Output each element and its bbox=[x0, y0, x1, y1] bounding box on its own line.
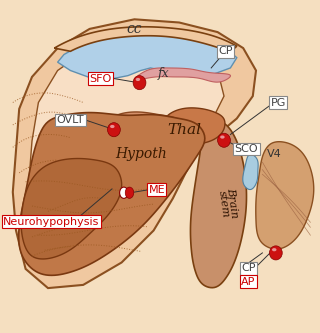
Polygon shape bbox=[13, 19, 256, 288]
Ellipse shape bbox=[218, 133, 230, 147]
Polygon shape bbox=[243, 154, 258, 189]
Text: PG: PG bbox=[271, 98, 286, 108]
Ellipse shape bbox=[272, 248, 276, 251]
Polygon shape bbox=[134, 68, 230, 82]
Ellipse shape bbox=[110, 125, 115, 128]
Text: Neurohypophysis: Neurohypophysis bbox=[3, 216, 100, 226]
Text: Brain
stem: Brain stem bbox=[216, 187, 239, 220]
Text: Hypoth: Hypoth bbox=[115, 147, 167, 161]
Ellipse shape bbox=[136, 78, 140, 81]
Polygon shape bbox=[58, 31, 237, 79]
Ellipse shape bbox=[125, 187, 134, 198]
Polygon shape bbox=[19, 113, 205, 275]
Text: V4: V4 bbox=[267, 149, 281, 159]
Polygon shape bbox=[190, 121, 246, 288]
Text: SFO: SFO bbox=[90, 74, 112, 84]
Ellipse shape bbox=[269, 246, 282, 260]
Ellipse shape bbox=[120, 187, 128, 198]
Text: CP: CP bbox=[218, 46, 233, 56]
Polygon shape bbox=[29, 39, 224, 262]
Text: ME: ME bbox=[148, 184, 165, 194]
Ellipse shape bbox=[220, 136, 225, 139]
Text: AP: AP bbox=[241, 277, 255, 287]
Ellipse shape bbox=[108, 123, 120, 137]
Polygon shape bbox=[54, 27, 237, 52]
Polygon shape bbox=[96, 112, 180, 145]
Polygon shape bbox=[157, 108, 225, 145]
Text: fx: fx bbox=[157, 67, 169, 80]
Polygon shape bbox=[21, 159, 122, 259]
Text: cc: cc bbox=[127, 22, 142, 36]
Polygon shape bbox=[256, 142, 314, 249]
Text: OVLT: OVLT bbox=[57, 115, 84, 125]
Text: CP: CP bbox=[241, 263, 256, 273]
Text: Thal: Thal bbox=[167, 123, 201, 137]
Text: SCO: SCO bbox=[235, 144, 258, 154]
Ellipse shape bbox=[133, 76, 146, 90]
